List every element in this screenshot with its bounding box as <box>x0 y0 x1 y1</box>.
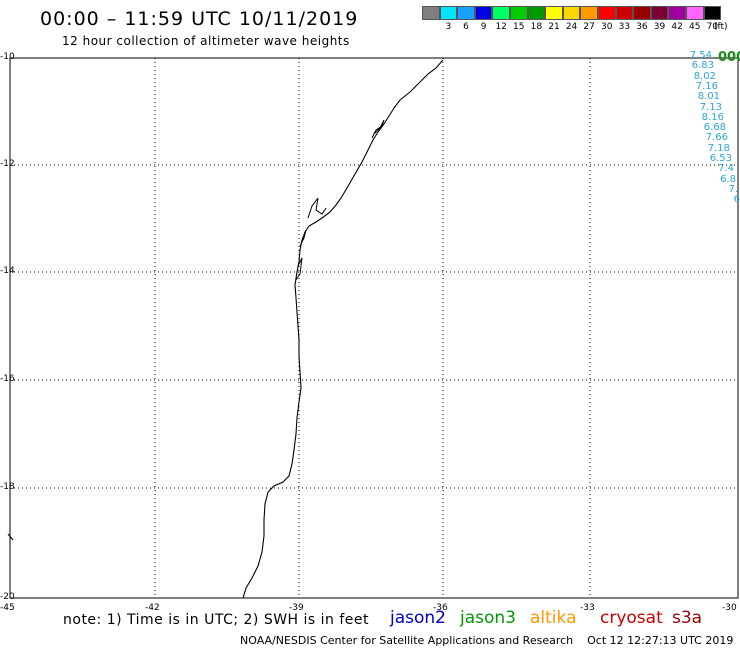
legend-color-swatch <box>703 6 722 20</box>
legend-color-swatch <box>685 6 704 20</box>
sat-altika: altika <box>530 608 577 628</box>
legend-color-swatch <box>580 6 598 20</box>
footer-credit: NOAA/NESDIS Center for Satellite Applica… <box>240 634 574 647</box>
wave-height-value: 7.66 <box>705 132 728 144</box>
legend-label: 45 <box>688 22 701 32</box>
lon-tick: -42 <box>145 603 160 613</box>
wave-height-value: 7.4 <box>718 163 734 175</box>
legend-label: 42 <box>671 22 683 32</box>
legend-color-swatch <box>527 6 546 20</box>
legend-swatch-item: 27 <box>580 6 598 32</box>
legend-swatch-item: 18 <box>527 6 546 32</box>
legend-color-swatch <box>492 6 510 20</box>
wave-height-value: 6.68 <box>703 122 726 134</box>
legend-label: 21 <box>548 22 560 32</box>
partial-track-label: 000 <box>718 50 740 65</box>
wave-height-value: 6 <box>733 194 740 206</box>
legend-label: 9 <box>480 22 487 32</box>
legend-label: 24 <box>565 22 578 32</box>
legend-label: 18 <box>530 22 543 32</box>
legend-color-swatch <box>615 6 634 20</box>
legend-color-swatch <box>422 6 440 20</box>
legend-color-swatch <box>562 6 581 20</box>
wave-height-value: 6.83 <box>691 60 714 72</box>
footer: NOAA/NESDIS Center for Satellite Applica… <box>240 634 733 647</box>
sat-cryosat: cryosat <box>600 608 663 628</box>
coastline <box>242 59 444 599</box>
wave-height-value: 6.8 <box>720 173 736 185</box>
lon-tick: -45 <box>0 603 15 613</box>
wave-height-value: 7.13 <box>699 101 722 113</box>
legend-label: 6 <box>463 22 469 32</box>
lon-tick: -33 <box>580 603 595 613</box>
page-subtitle: 12 hour collection of altimeter wave hei… <box>62 34 350 48</box>
lat-tick: -20 <box>0 592 15 602</box>
legend-swatch-item: 3 <box>439 6 458 32</box>
legend-unit: (ft) <box>714 22 728 32</box>
note-text: note: 1) Time is in UTC; 2) SWH is in fe… <box>63 612 370 628</box>
wave-height-value: 8.16 <box>701 111 724 123</box>
legend-swatch-item: 24 <box>562 6 581 32</box>
legend-swatch-item: 30 <box>597 6 616 32</box>
lon-tick: -30 <box>722 603 737 613</box>
wave-height-value: 8.01 <box>697 91 720 103</box>
wave-height-value: 7.18 <box>707 142 730 154</box>
legend-color-swatch <box>668 6 686 20</box>
sat-s3a: s3a <box>672 608 703 628</box>
legend-swatch-item: 12 <box>492 6 510 32</box>
legend-color-swatch <box>439 6 458 20</box>
lat-tick: -18 <box>0 482 15 492</box>
legend-label: 39 <box>653 22 666 32</box>
legend-color-swatch <box>597 6 616 20</box>
legend-label: 33 <box>618 22 631 32</box>
legend-swatch-item: 33 <box>615 6 634 32</box>
wave-height-value: 8.02 <box>693 70 716 82</box>
legend-swatch-item: 70 <box>703 6 722 32</box>
wave-height-value: 7.16 <box>695 80 718 92</box>
lon-tick: -39 <box>289 603 304 613</box>
legend-swatch-item: 15 <box>509 6 528 32</box>
legend-label: 15 <box>513 22 525 32</box>
legend-swatch-item: 39 <box>650 6 669 32</box>
legend-swatch-item: 36 <box>633 6 651 32</box>
legend-swatch-item: 42 <box>668 6 686 32</box>
legend-color-swatch <box>509 6 528 20</box>
legend-color-swatch <box>633 6 651 20</box>
legend-swatch-item: 9 <box>474 6 493 32</box>
legend-swatch-item: 45 <box>685 6 704 32</box>
legend-label: 36 <box>636 22 648 32</box>
island-mark <box>7 533 14 541</box>
sat-jason2: jason2 <box>390 608 446 628</box>
lat-tick: -12 <box>0 159 15 169</box>
map-frame <box>9 57 739 599</box>
legend-swatch-item: 21 <box>545 6 563 32</box>
legend-label: 30 <box>601 22 613 32</box>
color-legend: 3 6 9 12 15 18 21 24 27 30 33 36 39 42 45 70 <box>422 6 722 32</box>
wave-height-value: 7. <box>728 183 738 195</box>
legend-swatch-item: 6 <box>457 6 475 32</box>
wave-height-value: 6.53 <box>709 153 732 164</box>
sat-jason3: jason3 <box>460 608 516 628</box>
footer-timestamp: Oct 12 12:27:13 UTC 2019 <box>587 634 734 647</box>
wave-height-value: 7.54 <box>689 50 712 61</box>
legend-label: 27 <box>583 22 595 32</box>
legend-label: 12 <box>495 22 507 32</box>
legend-color-swatch <box>457 6 475 20</box>
legend-color-swatch <box>474 6 493 20</box>
lon-tick: -36 <box>433 603 448 613</box>
page-title: 00:00 – 11:59 UTC 10/11/2019 <box>40 8 359 30</box>
bay-detail <box>295 119 385 281</box>
legend-label: 3 <box>445 22 452 32</box>
legend-label: 70 <box>706 22 719 32</box>
legend-swatch-item <box>422 6 440 32</box>
lat-tick: -16 <box>0 374 15 384</box>
lat-tick: -14 <box>0 266 15 276</box>
lat-tick: -10 <box>0 52 15 62</box>
legend-color-swatch <box>545 6 563 20</box>
legend-color-swatch <box>650 6 669 20</box>
